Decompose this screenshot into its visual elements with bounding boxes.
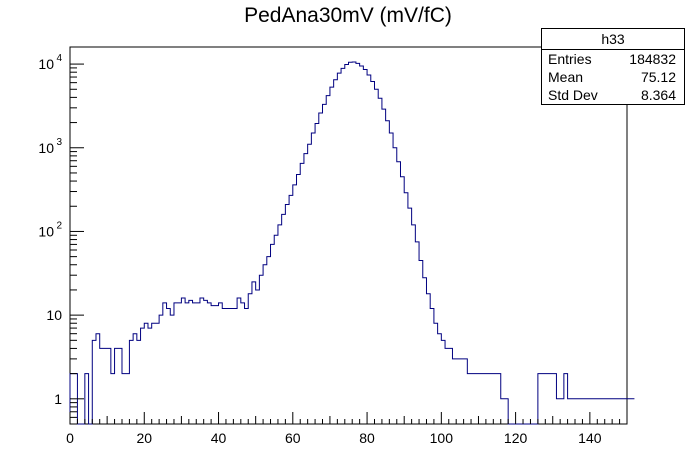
y-tick-label: 10 — [38, 56, 54, 72]
x-tick-label: 20 — [136, 430, 152, 446]
stats-label: Std Dev — [548, 87, 598, 103]
stats-value: 8.364 — [640, 87, 676, 103]
stats-row-stddev: Std Dev 8.364 — [542, 86, 684, 104]
y-tick-label: 1 — [54, 391, 62, 407]
stats-value: 75.12 — [640, 69, 676, 85]
x-tick-label: 100 — [430, 430, 454, 446]
y-tick-label: 10 — [38, 223, 54, 239]
x-tick-label: 140 — [578, 430, 602, 446]
y-tick-exponent: 4 — [56, 53, 62, 64]
y-tick-exponent: 3 — [56, 137, 62, 148]
stats-row-mean: Mean 75.12 — [542, 68, 684, 86]
y-tick-label: 10 — [38, 140, 54, 156]
x-tick-label: 80 — [359, 430, 375, 446]
stats-label: Mean — [548, 69, 584, 85]
histogram-series[interactable] — [69, 61, 635, 425]
x-tick-label: 60 — [285, 430, 301, 446]
chart-title: PedAna30mV (mV/fC) — [244, 4, 452, 27]
y-tick-exponent: 2 — [56, 220, 62, 231]
x-tick-label: 120 — [504, 430, 528, 446]
y-tick-label: 10 — [46, 307, 62, 323]
stats-row-entries: Entries 184832 — [542, 50, 684, 68]
x-tick-label: 0 — [66, 430, 74, 446]
stats-label: Entries — [548, 51, 592, 67]
x-tick-label: 40 — [211, 430, 227, 446]
stats-box[interactable]: h33 Entries 184832 Mean 75.12 Std Dev 8.… — [541, 28, 685, 105]
x-axis: 0 20 40 60 80 100 120 140 — [66, 412, 628, 446]
stats-box-title: h33 — [542, 29, 684, 50]
stats-value: 184832 — [629, 51, 676, 67]
